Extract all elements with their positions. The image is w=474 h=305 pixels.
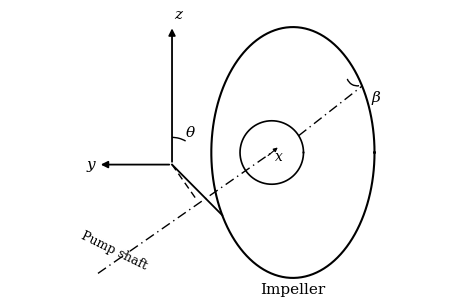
Text: y: y [87, 158, 96, 172]
Text: Pump shaft: Pump shaft [80, 229, 150, 272]
Text: θ: θ [186, 126, 195, 140]
Text: Impeller: Impeller [260, 283, 326, 297]
Text: x: x [275, 150, 283, 164]
Text: z: z [174, 8, 182, 22]
Text: β: β [372, 91, 381, 105]
